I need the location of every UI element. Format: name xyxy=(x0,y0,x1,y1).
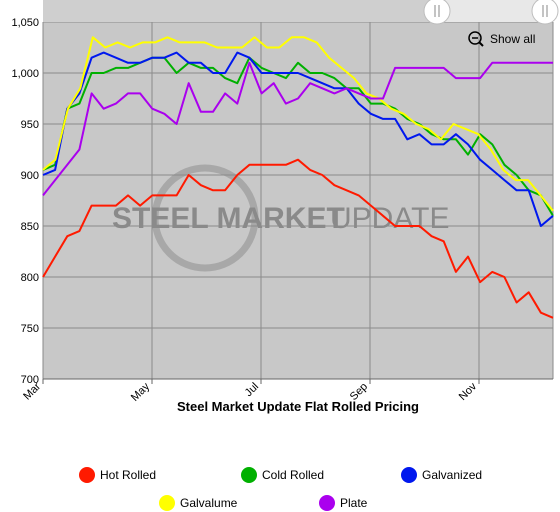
plot-area xyxy=(43,22,553,379)
navigator-handle-right[interactable] xyxy=(531,0,559,25)
series-layer xyxy=(42,36,554,319)
range-navigator[interactable] xyxy=(43,0,559,25)
watermark-swoosh-icon xyxy=(151,164,259,272)
series-line-hot-rolled[interactable] xyxy=(42,158,554,319)
legend: Hot Rolled Cold Rolled Galvanized Galvalume… xyxy=(79,467,482,511)
zoom-out-icon xyxy=(468,31,482,45)
y-tick-label: 700 xyxy=(21,374,39,386)
navigator-handle-left[interactable] xyxy=(423,0,451,25)
y-tick-label: 850 xyxy=(21,221,39,233)
navigator-selection[interactable] xyxy=(43,0,437,22)
legend-label: Galvanized xyxy=(422,468,482,482)
legend-item-galvalume[interactable]: Galvalume xyxy=(159,495,238,511)
legend-marker xyxy=(401,467,417,483)
legend-label: Cold Rolled xyxy=(262,468,324,482)
legend-item-plate[interactable]: Plate xyxy=(319,495,368,511)
show-all-label: Show all xyxy=(490,32,535,46)
y-tick-label: 1,000 xyxy=(11,68,39,80)
series-line-plate[interactable] xyxy=(42,61,553,197)
series-line-galvalume[interactable] xyxy=(42,36,554,212)
legend-item-cold-rolled[interactable]: Cold Rolled xyxy=(241,467,324,483)
y-tick-label: 950 xyxy=(21,119,39,131)
y-axis: 700 750 800 850 900 950 1,000 1,050 xyxy=(11,17,39,386)
legend-item-hot-rolled[interactable]: Hot Rolled xyxy=(79,467,156,483)
y-tick-label: 900 xyxy=(21,170,39,182)
chart-title: Steel Market Update Flat Rolled Pricing xyxy=(177,399,419,414)
legend-label: Plate xyxy=(340,496,368,510)
legend-marker xyxy=(241,467,257,483)
legend-marker xyxy=(319,495,335,511)
show-all-button[interactable]: Show all xyxy=(468,31,535,47)
x-tick-label: Jul xyxy=(243,381,261,399)
x-tick-label: Nov xyxy=(457,380,480,403)
watermark-text-main: STEEL MARKET xyxy=(112,202,345,235)
legend-item-galvanized[interactable]: Galvanized xyxy=(401,467,482,483)
legend-marker xyxy=(79,467,95,483)
watermark-logo: STEEL MARKET UPDATE xyxy=(112,164,449,272)
watermark-text-secondary: UPDATE xyxy=(330,202,449,235)
y-tick-label: 1,050 xyxy=(11,17,39,29)
legend-label: Galvalume xyxy=(180,496,238,510)
legend-marker xyxy=(159,495,175,511)
series-line-cold-rolled[interactable] xyxy=(42,56,554,217)
y-tick-label: 800 xyxy=(21,272,39,284)
series-line-galvanized[interactable] xyxy=(42,51,554,227)
y-tick-label: 750 xyxy=(21,323,39,335)
x-tick-label: May xyxy=(129,380,153,404)
legend-label: Hot Rolled xyxy=(100,468,156,482)
